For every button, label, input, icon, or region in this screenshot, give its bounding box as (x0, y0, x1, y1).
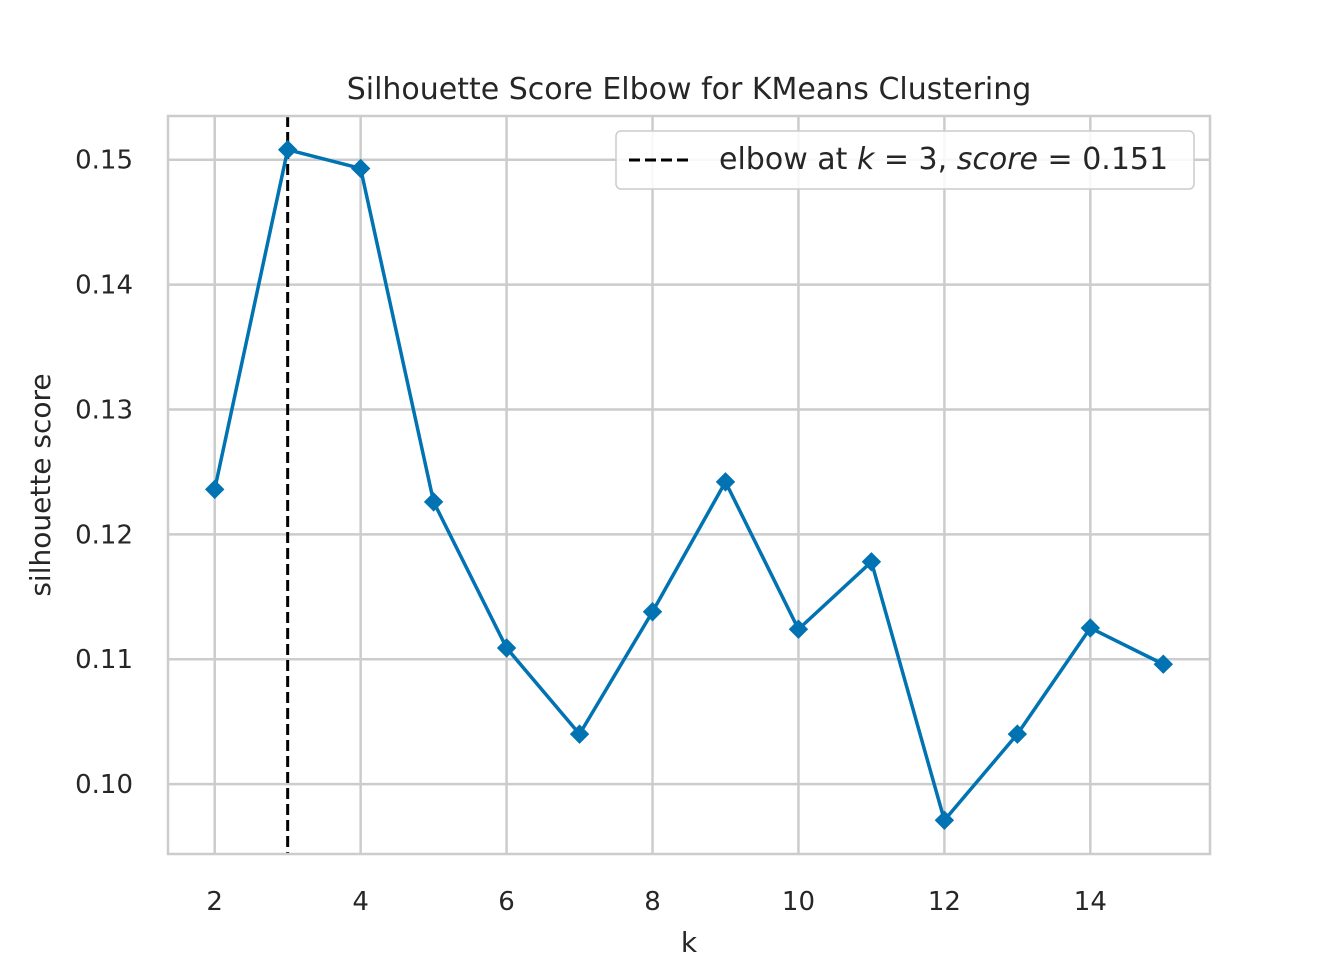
data-point-marker (350, 158, 371, 179)
chart-title: Silhouette Score Elbow for KMeans Cluste… (347, 72, 1032, 107)
data-point-marker (1007, 724, 1028, 744)
data-point-marker (277, 140, 298, 160)
legend-equals-1: = (874, 142, 918, 177)
legend-score-symbol: score (957, 142, 1038, 177)
data-point-marker (569, 724, 590, 744)
y-tick-label: 0.13 (75, 395, 133, 425)
x-tick-label: 4 (352, 887, 369, 917)
plot-frame (166, 114, 1212, 856)
tick-labels: 2 4 6 8 10 12 14 0.10 0.11 0.12 0.13 0.14 0.15 (75, 146, 1107, 917)
y-tick-label: 0.10 (75, 770, 133, 800)
x-tick-label: 2 (206, 887, 223, 917)
data-point-marker (861, 552, 882, 572)
legend-k-symbol: k (857, 142, 876, 177)
data-point-marker (715, 472, 736, 492)
legend-label: elbow at k = 3, score = 0.151 (719, 142, 1168, 177)
x-tick-label: 10 (782, 887, 815, 917)
legend-score-value: 0.151 (1082, 142, 1168, 177)
x-tick-label: 12 (928, 887, 961, 917)
legend-box (615, 130, 1195, 190)
legend-k-value: 3 (919, 142, 938, 177)
data-point-marker (204, 479, 225, 500)
data-point-marker (1080, 618, 1101, 638)
data-point-marker (788, 619, 809, 639)
x-tick-label: 14 (1074, 887, 1107, 917)
legend-equals-2: = (1038, 142, 1082, 177)
series-group (204, 140, 1174, 830)
y-tick-label: 0.15 (75, 146, 133, 176)
grid (168, 116, 1210, 854)
x-axis-label: k (681, 926, 698, 959)
legend-prefix: elbow at (719, 142, 857, 177)
series-line (212, 147, 1165, 823)
legend-separator: , (938, 142, 957, 177)
y-tick-label: 0.11 (75, 645, 133, 675)
y-tick-label: 0.12 (75, 520, 133, 550)
legend: elbow at k = 3, score = 0.151 (615, 130, 1195, 190)
data-point-marker (642, 602, 663, 622)
data-point-marker (1153, 654, 1174, 674)
data-point-marker (496, 638, 517, 658)
x-tick-label: 8 (644, 887, 661, 917)
y-tick-label: 0.14 (75, 271, 133, 301)
data-point-marker (423, 492, 444, 512)
y-axis-label: silhouette score (24, 373, 57, 596)
x-tick-label: 6 (498, 887, 515, 917)
data-point-marker (934, 810, 955, 830)
